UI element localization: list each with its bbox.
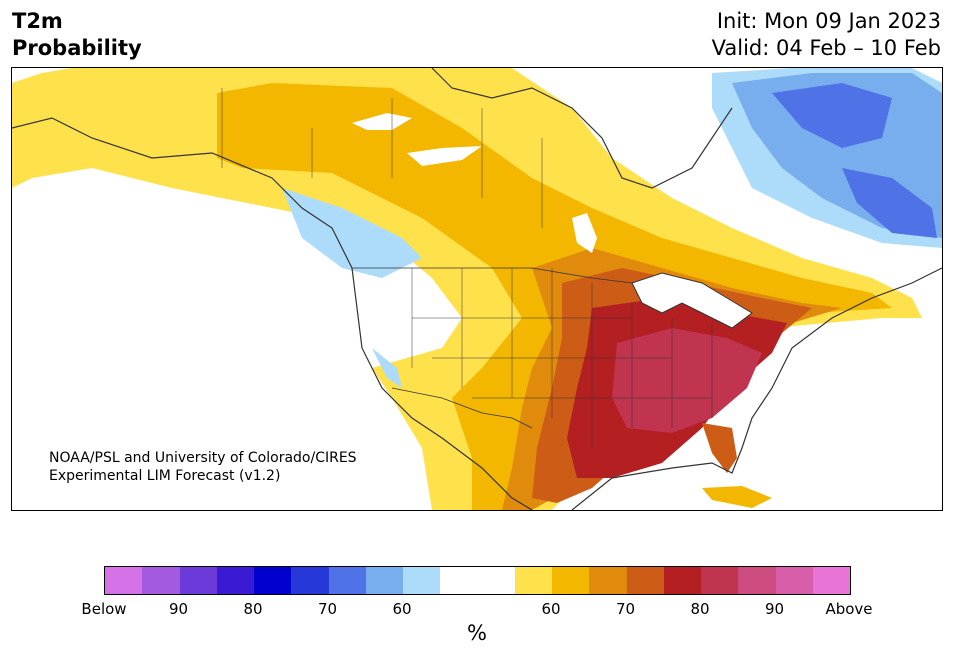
- colorbar-cell: [626, 567, 664, 594]
- colorbar-tick-label: 70: [317, 600, 338, 618]
- region-above-95: [612, 328, 762, 433]
- colorbar-tick-label: 60: [392, 600, 412, 618]
- colorbar-cell: [701, 567, 739, 594]
- colorbar-cell: [812, 567, 850, 594]
- region-below-50-mexico-coast: [372, 348, 402, 388]
- colorbar-tick-label: Below: [81, 600, 127, 618]
- forecast-dates: Init: Mon 09 Jan 2023 Valid: 04 Feb – 10…: [712, 8, 941, 62]
- map-panel: [11, 67, 943, 511]
- credit-line-1: NOAA/PSL and University of Colorado/CIRE…: [49, 450, 357, 466]
- region-cuba: [702, 486, 772, 508]
- colorbar-cell: [328, 567, 366, 594]
- region-florida: [702, 423, 737, 473]
- colorbar-cell: [775, 567, 813, 594]
- colorbar-cell: [179, 567, 217, 594]
- great-bear-lake: [352, 113, 412, 130]
- colorbar-cell: [477, 567, 515, 594]
- init-date: Init: Mon 09 Jan 2023: [716, 9, 941, 33]
- colorbar-tick-label: 90: [168, 600, 189, 618]
- region-below-70-labrador: [842, 168, 937, 238]
- colorbar-tick-label: 70: [615, 600, 636, 618]
- colorbar-tick-label: 80: [690, 600, 710, 618]
- colorbar-cell: [291, 567, 329, 594]
- title-variable: T2m: [12, 9, 63, 33]
- colorbar-cell: [552, 567, 590, 594]
- colorbar-cell: [514, 567, 552, 594]
- colorbar-cell: [142, 567, 180, 594]
- colorbar-cell: [440, 567, 478, 594]
- probability-map: [12, 68, 942, 510]
- map-title: T2m Probability: [12, 8, 142, 62]
- region-below-50-west: [282, 188, 422, 278]
- colorbar-cell: [738, 567, 776, 594]
- credit-line-2: Experimental LIM Forecast (v1.2): [49, 468, 281, 484]
- colorbar-cell: [105, 567, 143, 594]
- title-type: Probability: [12, 36, 142, 60]
- colorbar-cell: [589, 567, 627, 594]
- region-below-70-canada: [772, 83, 892, 148]
- colorbar: [104, 566, 851, 595]
- state-lines: [221, 88, 713, 448]
- colorbar-tick-label: 90: [764, 600, 785, 618]
- region-above-50: [12, 68, 922, 510]
- credit-text: NOAA/PSL and University of Colorado/CIRE…: [49, 449, 357, 485]
- lake-winnipeg: [572, 213, 597, 253]
- valid-date: Valid: 04 Feb – 10 Feb: [711, 36, 941, 60]
- colorbar-cell: [365, 567, 403, 594]
- colorbar-unit: %: [467, 621, 487, 645]
- colorbar-tick-label: 80: [243, 600, 263, 618]
- us-mexico-border: [391, 387, 533, 429]
- colorbar-cell: [663, 567, 701, 594]
- great-slave-lake: [407, 146, 482, 166]
- colorbar-cell: [216, 567, 254, 594]
- great-lakes: [631, 272, 753, 329]
- colorbar-tick-label: Above: [825, 600, 873, 618]
- colorbar-tick-label: 60: [541, 600, 561, 618]
- colorbar-cell: [403, 567, 441, 594]
- colorbar-cell: [254, 567, 292, 594]
